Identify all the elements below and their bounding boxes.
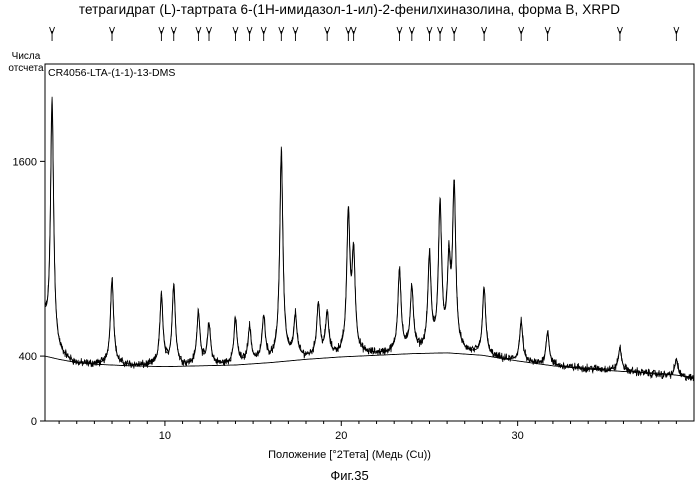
- peak-markers: [49, 26, 680, 41]
- peak-marker: [109, 26, 115, 41]
- peak-marker: [544, 26, 551, 41]
- chart-title: тетрагидрат (L)-тартрата 6-(1Н-имидазол-…: [78, 2, 621, 17]
- peak-marker: [260, 26, 267, 41]
- peak-marker: [518, 26, 525, 41]
- peak-marker: [158, 26, 165, 41]
- plot-frame: [44, 63, 695, 422]
- y-tick-label-400: 400: [19, 351, 37, 363]
- peak-marker: [345, 26, 352, 41]
- peak-marker: [195, 26, 202, 41]
- x-tick-label-10: 10: [159, 430, 171, 442]
- peak-marker: [396, 26, 403, 41]
- y-tick-label-0: 0: [31, 416, 37, 428]
- peak-marker: [673, 26, 680, 41]
- peak-marker: [232, 26, 239, 41]
- peak-marker: [437, 26, 443, 41]
- peak-marker: [451, 26, 458, 41]
- peak-marker: [408, 26, 415, 41]
- x-tick-label-20: 20: [335, 430, 347, 442]
- peak-marker: [324, 26, 331, 41]
- y-axis-label: Числа отсчета: [8, 51, 44, 74]
- peak-marker: [350, 26, 357, 41]
- y-tick-label-1600: 1600: [13, 156, 37, 168]
- axis-ticks: 10 20 30 0 400 1600: [13, 156, 677, 442]
- peak-marker: [170, 26, 177, 41]
- peak-marker: [292, 26, 299, 41]
- peak-marker: [617, 26, 623, 41]
- x-axis-label: Положение [°2Тета] (Медь (Cu)): [268, 449, 431, 461]
- peak-marker: [426, 26, 433, 41]
- background-curve: [44, 352, 695, 378]
- peak-marker: [246, 26, 253, 41]
- peak-marker: [278, 26, 285, 41]
- calculated-pattern-line: [44, 108, 694, 379]
- sample-label: CR4056-LTA-(1-1)-13-DMS: [48, 67, 176, 79]
- x-tick-label-30: 30: [512, 430, 524, 442]
- peak-marker: [206, 26, 212, 41]
- peak-marker: [481, 26, 488, 41]
- peak-marker: [49, 26, 55, 41]
- figure-caption: Фиг.35: [330, 468, 369, 483]
- observed-pattern-line: [44, 96, 695, 382]
